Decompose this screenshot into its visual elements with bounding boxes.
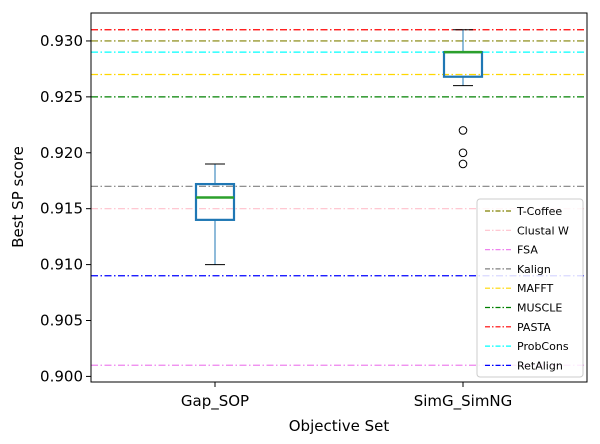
legend-label-retalign: RetAlign bbox=[517, 359, 563, 372]
y-tick-label: 0.905 bbox=[40, 312, 83, 330]
y-axis: 0.900 0.905 0.910 0.915 0.920 0.925 0.930 bbox=[40, 32, 91, 385]
y-tick-label: 0.925 bbox=[40, 88, 83, 106]
y-tick-label: 0.910 bbox=[40, 256, 83, 274]
legend-label-probcons: ProbCons bbox=[517, 340, 569, 353]
outlier-point bbox=[458, 159, 468, 169]
x-tick-label: SimG_SimNG bbox=[414, 392, 513, 411]
reference-lines bbox=[91, 29, 587, 366]
legend-box bbox=[476, 198, 584, 378]
legend-label-fsa: FSA bbox=[517, 244, 538, 257]
x-axis-title: Objective Set bbox=[289, 417, 390, 435]
legend: T-Coffee Clustal W FSA Kalign MAFFT MUSCLE PAS… bbox=[476, 198, 584, 378]
legend-label-t-coffee: T-Coffee bbox=[516, 205, 562, 218]
boxplots bbox=[194, 29, 484, 266]
y-tick-label: 0.915 bbox=[40, 200, 83, 218]
x-tick-label: Gap_SOP bbox=[181, 392, 249, 411]
legend-label-muscle: MUSCLE bbox=[517, 302, 562, 315]
y-tick-label: 0.920 bbox=[40, 144, 83, 162]
y-tick-label: 0.900 bbox=[40, 367, 83, 385]
y-axis-title: Best SP score bbox=[9, 146, 27, 248]
outlier-point bbox=[458, 148, 468, 158]
legend-label-mafft: MAFFT bbox=[517, 282, 553, 295]
legend-label-clustal-w: Clustal W bbox=[517, 224, 569, 237]
plot-frame bbox=[90, 12, 588, 383]
legend-label-kalign: Kalign bbox=[517, 263, 551, 276]
box bbox=[194, 182, 236, 221]
boxplot-gap-sop bbox=[194, 163, 236, 266]
x-axis: Gap_SOP SimG_SimNG bbox=[181, 382, 512, 411]
outlier-point bbox=[458, 126, 468, 135]
legend-label-pasta: PASTA bbox=[517, 321, 551, 334]
y-tick-label: 0.930 bbox=[40, 32, 83, 50]
boxplot-simg-simng bbox=[442, 29, 484, 169]
